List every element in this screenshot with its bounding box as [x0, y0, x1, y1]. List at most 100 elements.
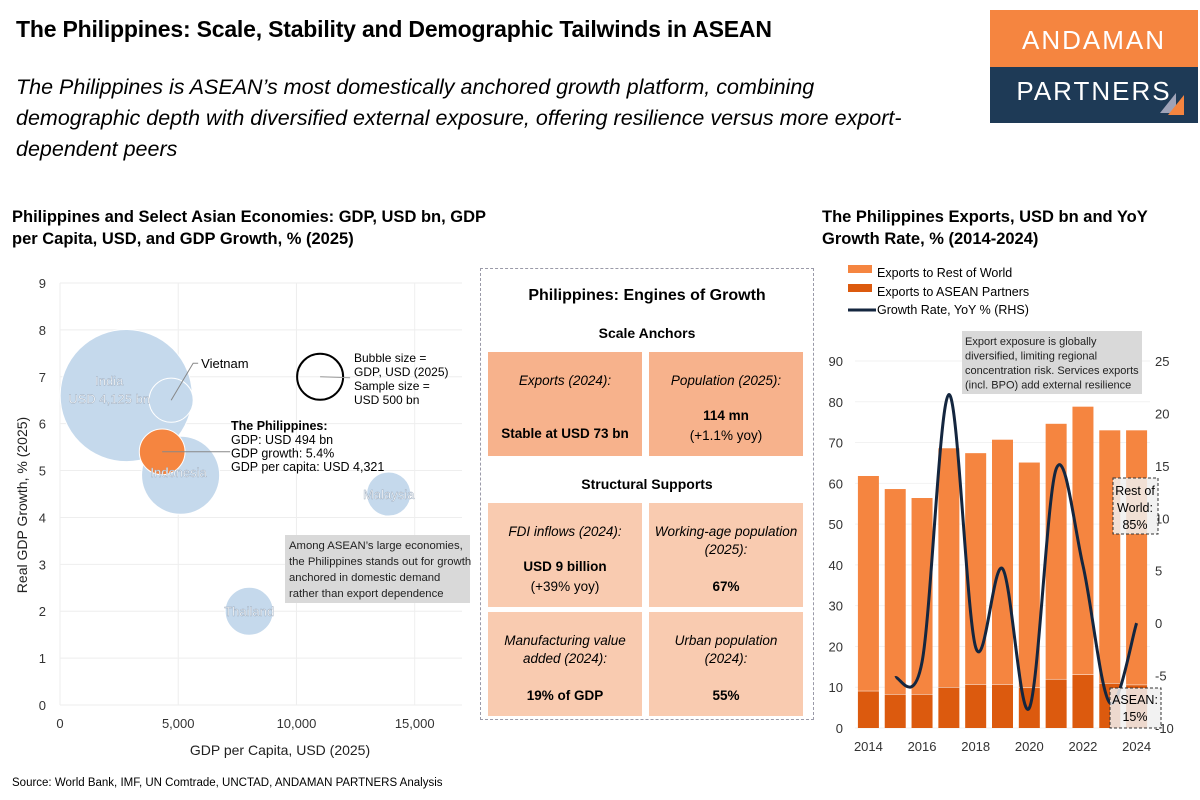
x-tick-label: 10,000 [277, 716, 317, 731]
y-tick-label: 5 [39, 464, 46, 479]
note-text: (incl. BPO) add external resilience [965, 380, 1131, 392]
bubble-label: Vietnam [201, 356, 248, 371]
metric-value: Stable at USD 73 bn [501, 426, 629, 441]
metric-card: Manufacturing value added (2024): 19% of… [488, 612, 642, 716]
x-tick-label: 2014 [854, 739, 883, 754]
x-tick-label: 0 [56, 716, 63, 731]
size-legend-text: GDP, USD (2025) [354, 365, 448, 379]
bubble-malaysia [366, 471, 412, 517]
engines-of-growth-panel: Philippines: Engines of Growth Scale Anc… [480, 268, 814, 720]
metric-value: 114 mn [703, 408, 749, 423]
metric-label: Urban population (2024): [674, 633, 778, 666]
note-text: rather than export dependence [289, 588, 444, 600]
page-title: The Philippines: Scale, Stability and De… [16, 16, 772, 42]
note-box [962, 331, 1142, 394]
metric-card: Working-age population (2025): 67% [649, 503, 803, 607]
y-tick-label: 80 [829, 395, 843, 410]
callout-text: Rest of [1115, 484, 1155, 498]
metric-card: Urban population (2024): 55% [649, 612, 803, 716]
metric-sub: (+39% yoy) [530, 579, 600, 594]
y-tick-label: 9 [39, 276, 46, 291]
callout-box [1109, 687, 1162, 729]
y-tick-label: 4 [39, 510, 46, 525]
y-axis-label: Real GDP Growth, % (2025) [14, 417, 30, 593]
leader-line [170, 362, 199, 401]
x-tick-label: 2018 [961, 739, 990, 754]
bar-rest-of-world [992, 439, 1013, 685]
metric-label: Manufacturing value added (2024): [504, 633, 626, 666]
sail-icon [1160, 93, 1184, 115]
size-legend-bubble [296, 352, 345, 401]
y-tick-label: 0 [836, 721, 843, 736]
y-tick-label: 20 [829, 639, 843, 654]
metric-sub: (+1.1% yoy) [689, 428, 763, 443]
metric-label: Exports (2024): [518, 373, 612, 388]
y-tick-label: 40 [829, 558, 843, 573]
callout-text: 85% [1122, 518, 1147, 532]
y2-tick-label: 10 [1155, 511, 1169, 526]
bar-asean [857, 691, 879, 728]
y-tick-label: 2 [39, 604, 46, 619]
y-tick-label: 0 [39, 698, 46, 713]
y-tick-label: 70 [829, 436, 843, 451]
x-tick-label: 2024 [1122, 739, 1151, 754]
metric-value: 19% of GDP [526, 688, 604, 703]
size-legend-text: Bubble size = [354, 351, 426, 365]
ph-annotation-title: The Philippines: [231, 419, 328, 433]
leader-line [320, 376, 351, 379]
size-legend-text: USD 500 bn [354, 393, 419, 407]
bar-asean [1045, 679, 1067, 728]
y-tick-label: 6 [39, 417, 46, 432]
callout-text: 15% [1122, 710, 1147, 724]
bar-rest-of-world [965, 453, 987, 685]
y-tick-label: 1 [39, 651, 46, 666]
y-tick-label: 30 [829, 599, 843, 614]
metric-label: FDI inflows (2024): [508, 524, 622, 539]
legend-label: Exports to ASEAN Partners [877, 285, 1029, 299]
x-tick-label: 2016 [908, 739, 937, 754]
x-tick-label: 2022 [1068, 739, 1097, 754]
y2-tick-label: -5 [1155, 669, 1167, 684]
bar-asean [884, 694, 906, 728]
x-axis-label: GDP per Capita, USD (2025) [190, 742, 370, 758]
ph-annotation-line: GDP per capita: USD 4,321 [231, 460, 384, 474]
y-tick-label: 60 [829, 476, 843, 491]
metric-label: Working-age population (2025): [654, 524, 798, 557]
x-tick-label: 15,000 [395, 716, 435, 731]
callout-text: ASEAN: [1112, 693, 1158, 707]
bar-rest-of-world [911, 498, 933, 695]
note-text: Among ASEAN’s large economies, [289, 540, 463, 552]
metric-card: Exports (2024): Stable at USD 73 bn [488, 352, 642, 456]
logo-line1: ANDAMAN [990, 10, 1198, 67]
y-tick-label: 10 [829, 680, 843, 695]
metric-label: Population (2025): [670, 373, 782, 388]
bar-rest-of-world [1018, 462, 1040, 688]
legend-swatch [848, 265, 872, 273]
y2-tick-label: 25 [1155, 354, 1169, 369]
bubble-label: Indonesia [150, 465, 207, 480]
bar-rest-of-world [857, 475, 879, 691]
metric-value: 55% [712, 688, 740, 703]
note-box [285, 535, 470, 603]
x-tick-label: 2020 [1015, 739, 1044, 754]
legend-label: Exports to Rest of World [877, 266, 1012, 280]
note-text: anchored in domestic demand [289, 572, 440, 584]
bar-rest-of-world [938, 448, 960, 688]
bubble-chart: 0 1 2 3 4 5 6 7 8 9 0 5,000 10,000 15,000 GDP per Capi… [14, 276, 471, 758]
note-text: concentration risk. Services exports [965, 365, 1139, 377]
panel-title: Philippines: Engines of Growth [528, 287, 766, 304]
y-tick-label: 3 [39, 557, 46, 572]
bar-asean [1072, 674, 1094, 728]
metric-value: 67% [712, 579, 740, 594]
y2-tick-label: 0 [1155, 616, 1162, 631]
logo: ANDAMAN PARTNERS [990, 10, 1198, 123]
bar-rest-of-world [1126, 430, 1148, 685]
bubble-label: Malaysia [363, 487, 415, 502]
y-tick-label: 7 [39, 370, 46, 385]
note-text: Export exposure is globally [965, 336, 1097, 348]
legend-label: Growth Rate, YoY % (RHS) [877, 303, 1029, 317]
bar-asean [938, 687, 960, 728]
source-note: Source: World Bank, IMF, UN Comtrade, UN… [12, 777, 443, 789]
page-subtitle: The Philippines is ASEAN’s most domestic… [16, 75, 902, 161]
metric-value: USD 9 billion [523, 559, 607, 574]
